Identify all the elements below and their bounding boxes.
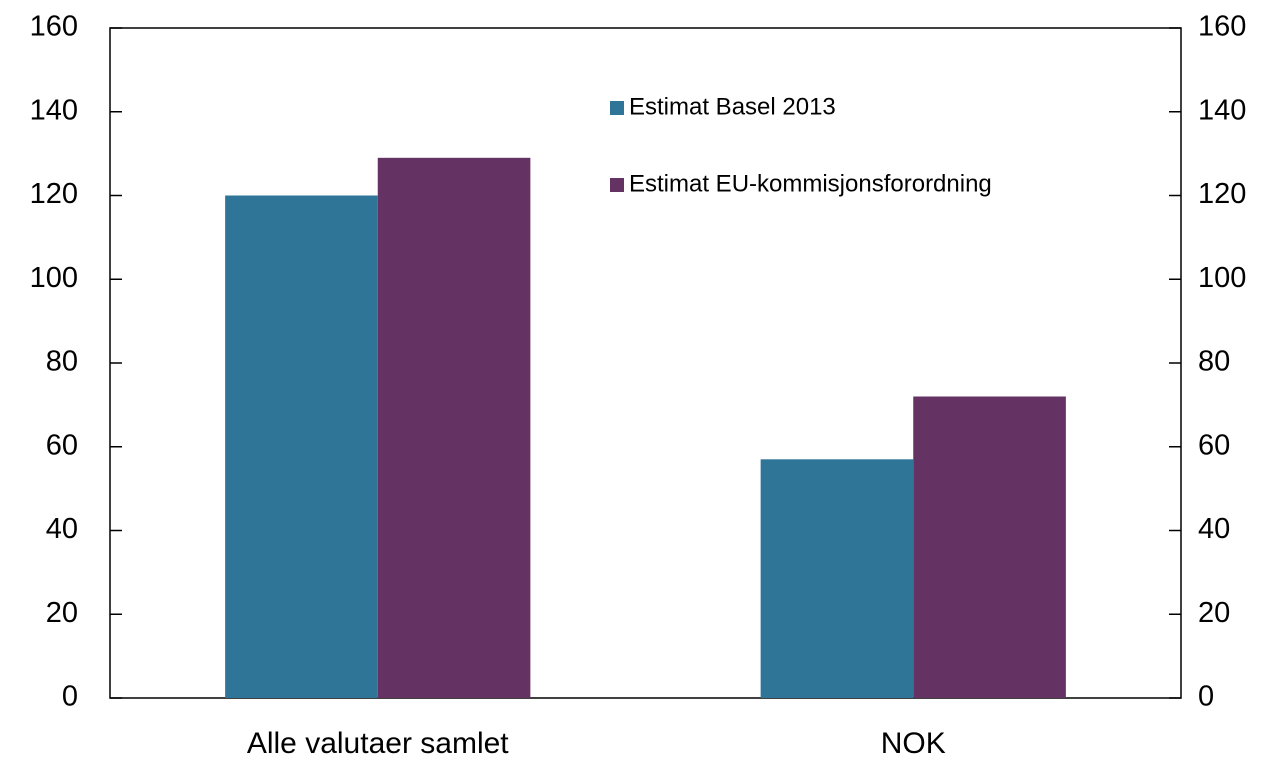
y2-tick-label: 60 — [1198, 429, 1230, 461]
y-tick-label: 140 — [30, 94, 78, 126]
y2-tick-label: 0 — [1198, 681, 1214, 713]
x-tick-label: NOK — [881, 727, 946, 760]
y-tick-label: 160 — [30, 11, 78, 43]
y2-tick-label: 140 — [1198, 94, 1246, 126]
bar — [225, 195, 378, 698]
y-tick-label: 0 — [62, 681, 78, 713]
y2-tick-label: 100 — [1198, 262, 1246, 294]
bar — [913, 396, 1066, 698]
y2-tick-label: 80 — [1198, 346, 1230, 378]
y2-tick-label: 20 — [1198, 597, 1230, 629]
y-tick-label: 60 — [46, 429, 78, 461]
y-tick-label: 100 — [30, 262, 78, 294]
legend-label: Estimat EU-kommisjonsforordning — [629, 170, 992, 197]
x-tick-label: Alle valutaer samlet — [247, 727, 509, 760]
y-tick-label: 20 — [46, 597, 78, 629]
bar — [760, 459, 914, 698]
bar — [377, 157, 531, 698]
legend-label: Estimat Basel 2013 — [629, 93, 836, 120]
y-tick-label: 40 — [46, 513, 78, 545]
y-tick-label: 120 — [30, 178, 78, 210]
legend-swatch — [610, 101, 624, 115]
y2-tick-label: 40 — [1198, 513, 1230, 545]
y-tick-label: 80 — [46, 346, 78, 378]
y2-tick-label: 160 — [1198, 11, 1246, 43]
legend-swatch — [610, 178, 624, 192]
y2-tick-label: 120 — [1198, 178, 1246, 210]
